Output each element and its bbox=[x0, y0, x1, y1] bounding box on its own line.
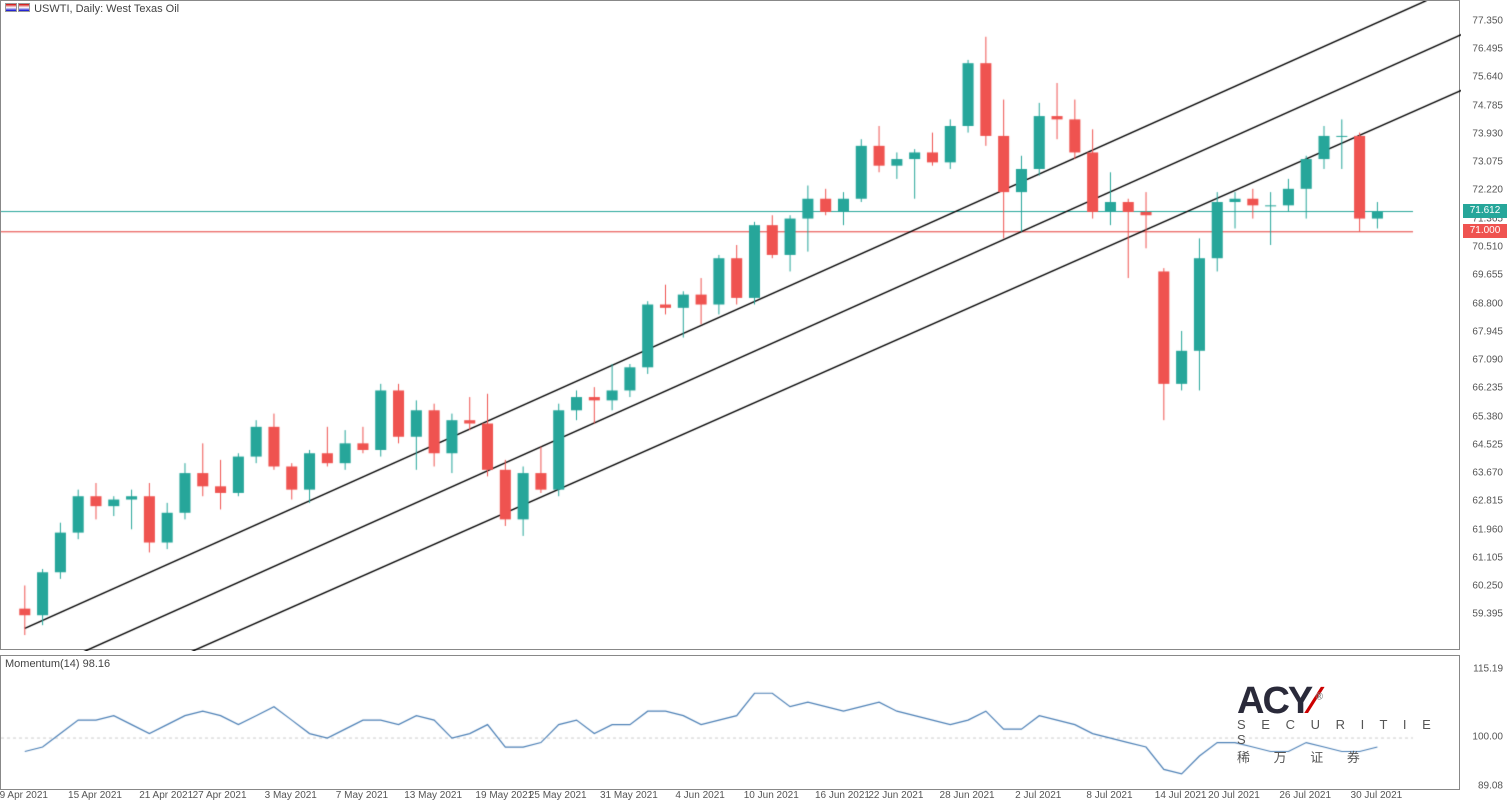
chart-title-text: USWTI, Daily: West Texas Oil bbox=[34, 3, 179, 15]
xtick-label: 15 Apr 2021 bbox=[68, 790, 122, 801]
ytick-label: 64.525 bbox=[1472, 439, 1503, 450]
ytick-label: 60.250 bbox=[1472, 581, 1503, 592]
logo-chinese: 稀 万 证 券 bbox=[1237, 747, 1447, 766]
ytick-label: 77.350 bbox=[1472, 15, 1503, 26]
ytick-label: 68.800 bbox=[1472, 298, 1503, 309]
xtick-label: 26 Jul 2021 bbox=[1279, 790, 1331, 801]
bid-price-tag: 71.612 bbox=[1463, 204, 1507, 218]
xtick-label: 14 Jul 2021 bbox=[1155, 790, 1207, 801]
chart-title: USWTI, Daily: West Texas Oil bbox=[5, 3, 179, 15]
ytick-label: 73.075 bbox=[1472, 157, 1503, 168]
xtick-label: 16 Jun 2021 bbox=[815, 790, 870, 801]
ytick-label: 65.380 bbox=[1472, 411, 1503, 422]
xtick-label: 27 Apr 2021 bbox=[193, 790, 247, 801]
ytick-label: 67.945 bbox=[1472, 326, 1503, 337]
price-chart-panel[interactable]: USWTI, Daily: West Texas Oil bbox=[0, 0, 1460, 650]
xtick-label: 28 Jun 2021 bbox=[940, 790, 995, 801]
xtick-label: 9 Apr 2021 bbox=[0, 790, 48, 801]
flag-icon bbox=[5, 3, 31, 15]
price-y-axis: 59.395 60.250 61.105 61.960 62.815 63.670 64.5… bbox=[1460, 0, 1507, 650]
ytick-label: 70.510 bbox=[1472, 241, 1503, 252]
ytick-label: 66.235 bbox=[1472, 383, 1503, 394]
xtick-label: 20 Jul 2021 bbox=[1208, 790, 1260, 801]
ytick-label: 67.090 bbox=[1472, 355, 1503, 366]
ytick-label: 61.960 bbox=[1472, 524, 1503, 535]
ytick-label: 75.640 bbox=[1472, 72, 1503, 83]
ytick-label: 61.105 bbox=[1472, 552, 1503, 563]
xtick-label: 31 May 2021 bbox=[600, 790, 658, 801]
ytick-label: 72.220 bbox=[1472, 185, 1503, 196]
xtick-label: 19 May 2021 bbox=[475, 790, 533, 801]
time-x-axis: 9 Apr 2021 15 Apr 2021 21 Apr 202127 Apr 2… bbox=[0, 790, 1460, 812]
ytick-label: 63.670 bbox=[1472, 468, 1503, 479]
momentum-y-axis: 89.08 100.00 115.19 bbox=[1460, 655, 1507, 790]
xtick-label: 21 Apr 2021 bbox=[139, 790, 193, 801]
xtick-label: 2 Jul 2021 bbox=[1015, 790, 1061, 801]
ytick-label: 115.19 bbox=[1473, 664, 1503, 675]
price-chart-canvas[interactable] bbox=[1, 1, 1461, 651]
xtick-label: 13 May 2021 bbox=[404, 790, 462, 801]
xtick-label: 30 Jul 2021 bbox=[1351, 790, 1403, 801]
xtick-label: 8 Jul 2021 bbox=[1086, 790, 1132, 801]
xtick-label: 3 May 2021 bbox=[265, 790, 317, 801]
xtick-label: 25 May 2021 bbox=[529, 790, 587, 801]
acy-logo: ACY∕® S E C U R I T I E S 稀 万 证 券 bbox=[1237, 680, 1447, 760]
logo-subtitle: S E C U R I T I E S bbox=[1237, 717, 1447, 747]
xtick-label: 22 Jun 2021 bbox=[868, 790, 923, 801]
ytick-label: 69.655 bbox=[1472, 270, 1503, 281]
ytick-label: 76.495 bbox=[1472, 44, 1503, 55]
stop-price-tag: 71.000 bbox=[1463, 224, 1507, 238]
ytick-label: 89.08 bbox=[1478, 781, 1503, 792]
ytick-label: 100.00 bbox=[1472, 732, 1503, 743]
xtick-label: 7 May 2021 bbox=[336, 790, 388, 801]
ytick-label: 74.785 bbox=[1472, 100, 1503, 111]
momentum-title: Momentum(14) 98.16 bbox=[5, 658, 110, 670]
xtick-label: 4 Jun 2021 bbox=[675, 790, 725, 801]
ytick-label: 73.930 bbox=[1472, 128, 1503, 139]
xtick-label: 10 Jun 2021 bbox=[744, 790, 799, 801]
ytick-label: 62.815 bbox=[1472, 496, 1503, 507]
ytick-label: 59.395 bbox=[1472, 609, 1503, 620]
